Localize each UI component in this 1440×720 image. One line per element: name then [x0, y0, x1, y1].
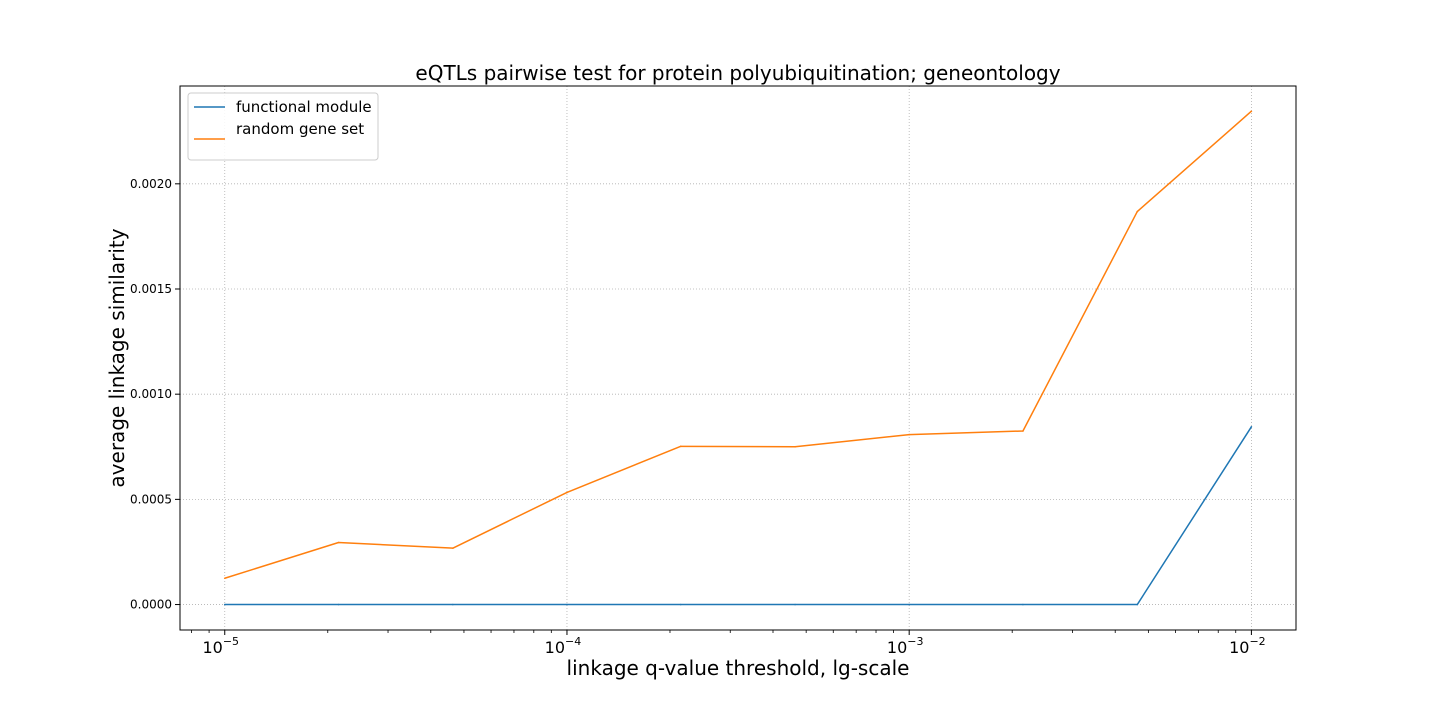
- data-point-random-gene-set: [566, 491, 568, 494]
- y-tick-label: 0.0010: [130, 387, 172, 401]
- series-line-random-gene-set: [224, 110, 1252, 579]
- plot-frame: [179, 85, 1297, 631]
- data-point-functional-module: [1250, 425, 1253, 428]
- data-point-random-gene-set: [1022, 430, 1024, 432]
- x-tick-label: 10−5: [202, 635, 239, 657]
- data-point-functional-module: [337, 603, 340, 606]
- x-tick-label: 10−3: [887, 635, 924, 657]
- legend-box: [187, 92, 379, 161]
- tick-layer: 10−5 10−4 10−3 10−2 0.0000 0.0005 0.0010 0.0015…: [130, 177, 1266, 657]
- data-point-random-gene-set: [679, 445, 682, 448]
- series-layer: [223, 110, 1253, 606]
- series-line-functional-module: [224, 426, 1253, 606]
- x-tick-label: 10−2: [1229, 635, 1266, 657]
- data-point-functional-module: [223, 603, 226, 606]
- data-point-functional-module: [908, 603, 910, 606]
- data-point-random-gene-set: [337, 541, 340, 544]
- data-point-functional-module: [566, 603, 568, 606]
- y-axis-title: average linkage similarity: [105, 228, 129, 487]
- legend-label-random-gene-set: random gene set: [236, 120, 364, 138]
- y-tick-label: 0.0020: [130, 177, 172, 191]
- data-point-functional-module: [1022, 603, 1024, 606]
- data-point-functional-module: [679, 603, 682, 606]
- data-point-random-gene-set: [794, 445, 796, 448]
- y-tick-label: 0.0005: [130, 492, 172, 506]
- legend: functional module random gene set: [187, 92, 379, 161]
- data-point-random-gene-set: [1250, 110, 1253, 113]
- chart-title: eQTLs pairwise test for protein polyubiq…: [415, 61, 1060, 85]
- data-point-random-gene-set: [452, 547, 454, 549]
- y-tick-label: 0.0015: [130, 282, 172, 296]
- legend-label-functional-module: functional module: [236, 98, 372, 116]
- data-point-functional-module: [452, 603, 454, 606]
- x-axis-title: linkage q-value threshold, lg-scale: [567, 656, 910, 680]
- data-point-random-gene-set: [223, 577, 226, 580]
- data-point-random-gene-set: [1136, 210, 1139, 213]
- data-point-functional-module: [1136, 603, 1139, 606]
- data-point-functional-module: [794, 603, 796, 606]
- x-tick-label: 10−4: [545, 635, 582, 657]
- data-point-random-gene-set: [908, 433, 910, 436]
- y-tick-label: 0.0000: [130, 598, 172, 612]
